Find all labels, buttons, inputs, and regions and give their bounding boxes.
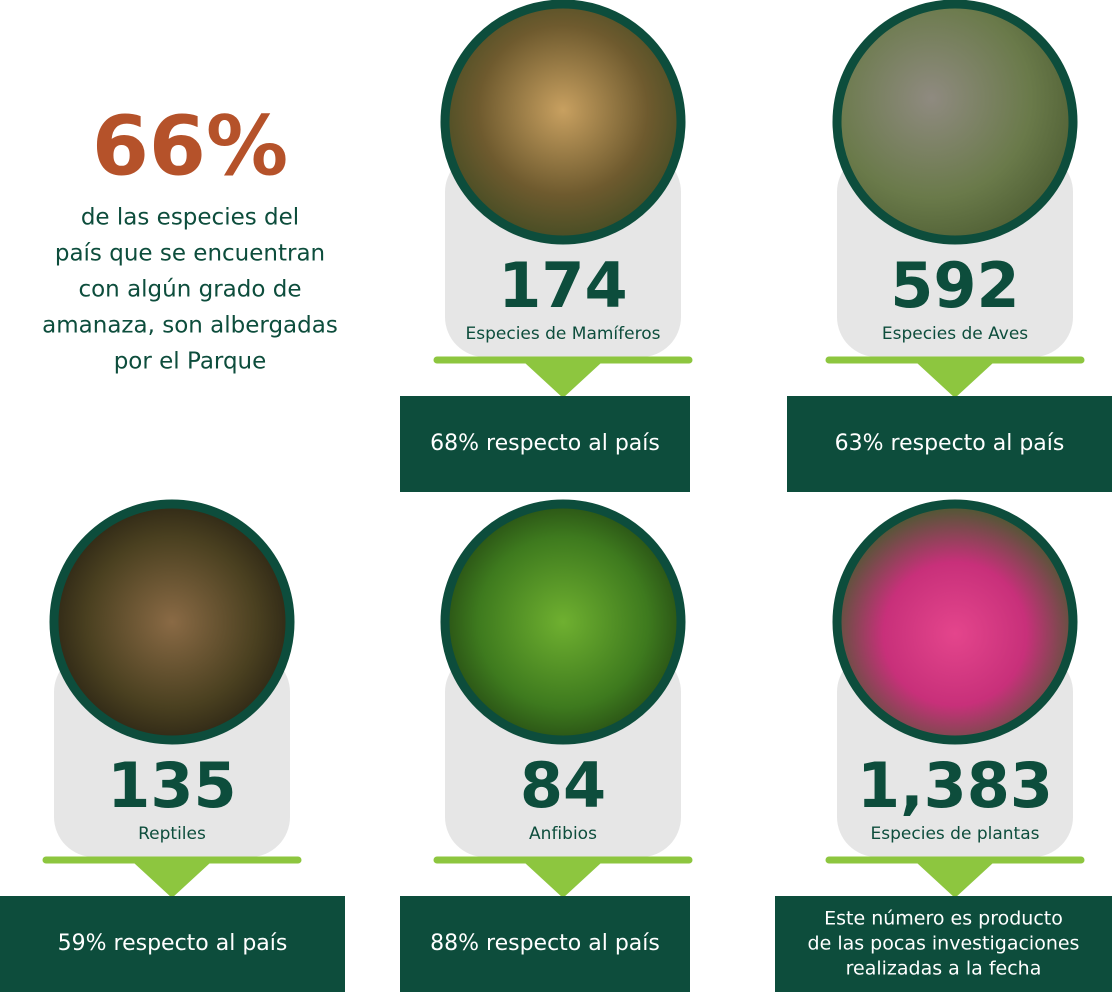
headline-text: país que se encuentran bbox=[55, 241, 325, 267]
card-label: Especies de Mamíferos bbox=[466, 324, 661, 344]
card-label: Especies de Aves bbox=[882, 324, 1028, 344]
photo bbox=[837, 4, 1073, 240]
note-text: 68% respecto al país bbox=[430, 431, 660, 456]
note-text: 88% respecto al país bbox=[430, 931, 660, 956]
photo bbox=[54, 504, 290, 740]
pointer bbox=[525, 363, 601, 398]
pointer bbox=[525, 863, 601, 898]
card-label: Reptiles bbox=[138, 824, 206, 844]
card-number: 84 bbox=[520, 749, 606, 822]
headline-text: con algún grado de bbox=[78, 277, 301, 303]
note-text: Este número es producto bbox=[824, 908, 1063, 930]
headline-text: amanaza, son albergadas bbox=[42, 313, 338, 339]
card-number: 174 bbox=[498, 249, 627, 322]
card-number: 135 bbox=[107, 749, 236, 822]
photo bbox=[837, 504, 1073, 740]
note-text: 59% respecto al país bbox=[58, 931, 288, 956]
note-text: 63% respecto al país bbox=[835, 431, 1065, 456]
pointer bbox=[917, 863, 993, 898]
card-label: Anfibios bbox=[529, 824, 597, 844]
photo bbox=[445, 4, 681, 240]
note-text: realizadas a la fecha bbox=[846, 958, 1042, 980]
headline-value: 66% bbox=[92, 99, 288, 194]
headline-text: de las especies del bbox=[81, 205, 299, 231]
infographic: 66% de las especies del país que se encue… bbox=[0, 0, 1112, 992]
note-text: de las pocas investigaciones bbox=[808, 933, 1080, 955]
photo bbox=[445, 504, 681, 740]
card-number: 592 bbox=[890, 249, 1019, 322]
headline-text: por el Parque bbox=[114, 349, 267, 375]
card-label: Especies de plantas bbox=[871, 824, 1040, 844]
pointer bbox=[134, 863, 210, 898]
pointer bbox=[917, 363, 993, 398]
card-number: 1,383 bbox=[857, 749, 1053, 822]
